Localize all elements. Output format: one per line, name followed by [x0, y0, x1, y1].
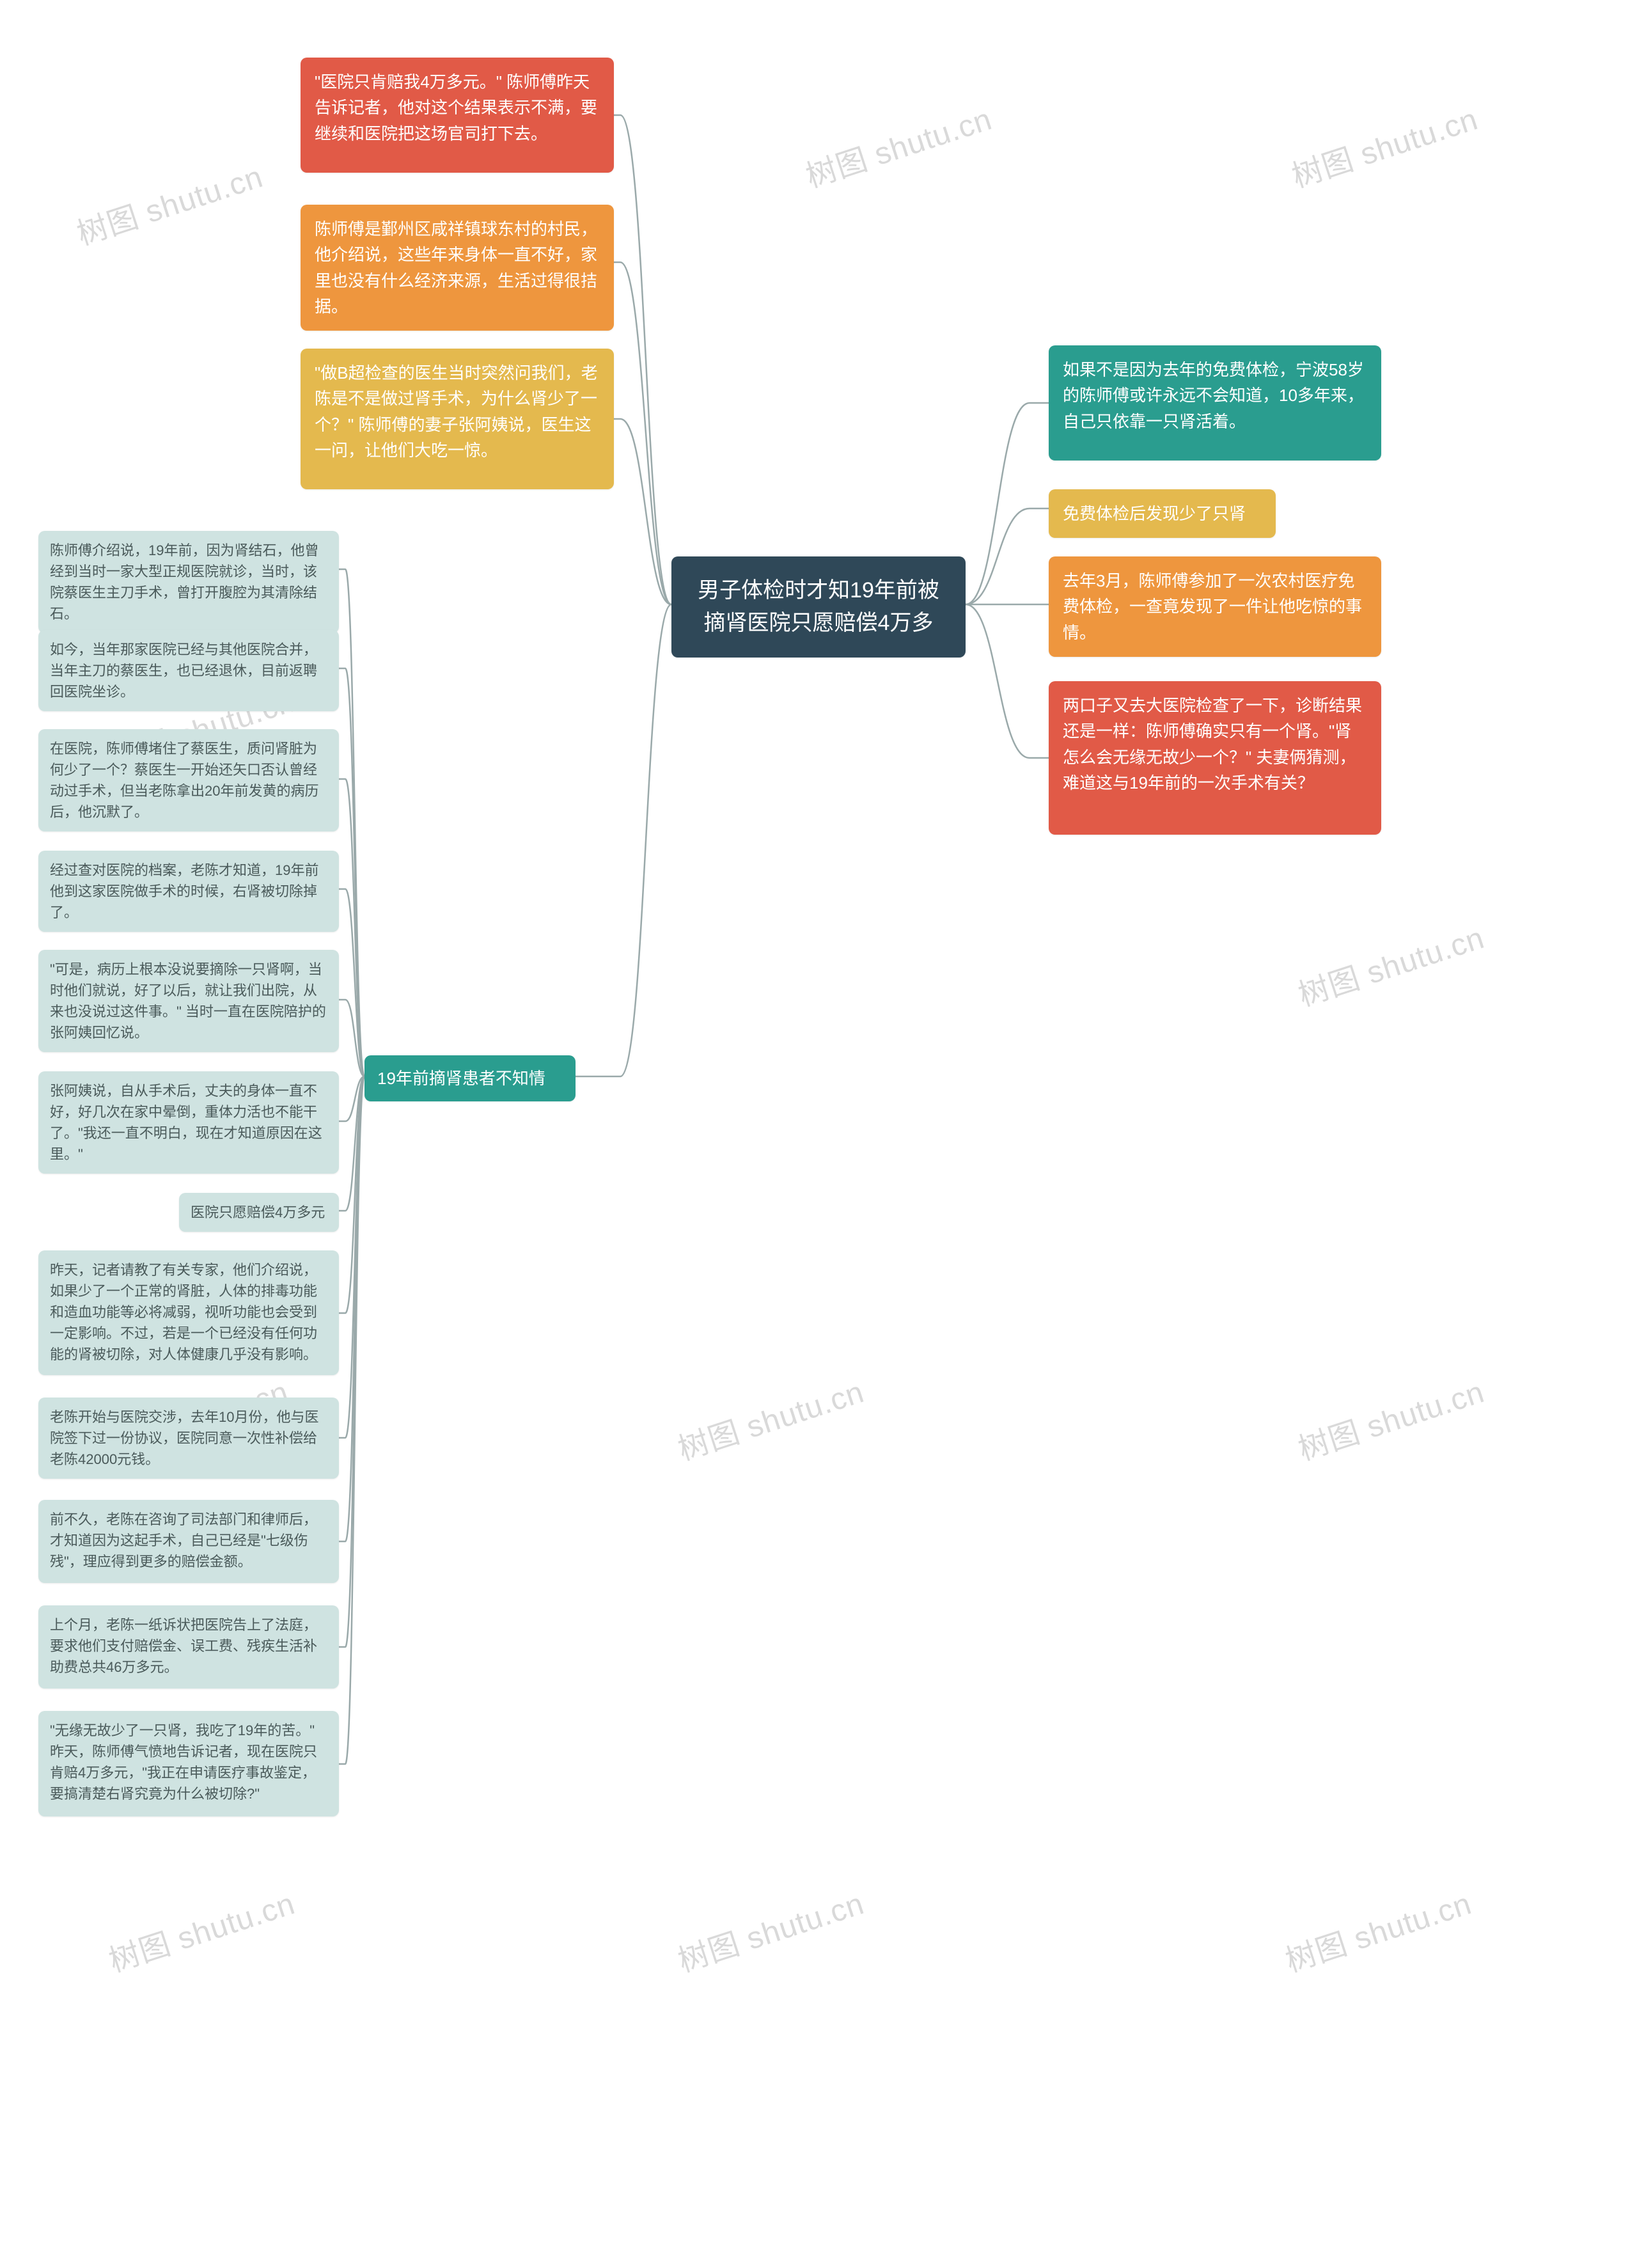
root-node: 男子体检时才知19年前被摘肾医院只愿赔偿4万多: [671, 556, 966, 658]
detail-node-12: "无缘无故少了一只肾，我吃了19年的苦。" 昨天，陈师傅气愤地告诉记者，现在医院…: [38, 1711, 339, 1816]
watermark: 树图 shutu.cn: [671, 1878, 869, 1981]
detail-node-2: 如今，当年那家医院已经与其他医院合并，当年主刀的蔡医生，也已经退休，目前返聘回医…: [38, 630, 339, 711]
watermark: 树图 shutu.cn: [102, 1878, 300, 1981]
upperleft-node-1: "医院只肯赔我4万多元。" 陈师傅昨天告诉记者，他对这个结果表示不满，要继续和医…: [301, 58, 614, 173]
right-node-1: 如果不是因为去年的免费体检，宁波58岁的陈师傅或许永远不会知道，10多年来，自己…: [1049, 345, 1381, 461]
watermark: 树图 shutu.cn: [70, 152, 268, 254]
right-node-4: 两口子又去大医院检查了一下，诊断结果还是一样：陈师傅确实只有一个肾。"肾怎么会无…: [1049, 681, 1381, 835]
detail-node-9: 老陈开始与医院交涉，去年10月份，他与医院签下过一份协议，医院同意一次性补偿给老…: [38, 1398, 339, 1479]
watermark: 树图 shutu.cn: [799, 94, 997, 196]
watermark: 树图 shutu.cn: [1285, 94, 1483, 196]
detail-node-8: 昨天，记者请教了有关专家，他们介绍说，如果少了一个正常的肾脏，人体的排毒功能和造…: [38, 1250, 339, 1375]
detail-node-10: 前不久，老陈在咨询了司法部门和律师后，才知道因为这起手术，自己已经是"七级伤残"…: [38, 1500, 339, 1583]
detail-node-3: 在医院，陈师傅堵住了蔡医生，质问肾脏为何少了一个？蔡医生一开始还矢口否认曾经动过…: [38, 729, 339, 831]
watermark: 树图 shutu.cn: [671, 1367, 869, 1469]
detail-node-7: 医院只愿赔偿4万多元: [179, 1193, 339, 1232]
upperleft-node-3: "做B超检查的医生当时突然问我们，老陈是不是做过肾手术，为什么肾少了一个？" 陈…: [301, 349, 614, 489]
detail-node-1: 陈师傅介绍说，19年前，因为肾结石，他曾经到当时一家大型正规医院就诊，当时，该院…: [38, 531, 339, 633]
section-node-19y: 19年前摘肾患者不知情: [364, 1055, 576, 1101]
detail-node-5: "可是，病历上根本没说要摘除一只肾啊，当时他们就说，好了以后，就让我们出院，从来…: [38, 950, 339, 1052]
right-node-2: 免费体检后发现少了只肾: [1049, 489, 1276, 538]
watermark: 树图 shutu.cn: [1292, 1367, 1489, 1469]
detail-node-11: 上个月，老陈一纸诉状把医院告上了法庭，要求他们支付赔偿金、误工费、残疾生活补助费…: [38, 1605, 339, 1689]
mindmap-canvas: 树图 shutu.cn 树图 shutu.cn 树图 shutu.cn 树图 shut…: [0, 0, 1637, 2268]
upperleft-node-2: 陈师傅是鄞州区咸祥镇球东村的村民，他介绍说，这些年来身体一直不好，家里也没有什么…: [301, 205, 614, 331]
watermark: 树图 shutu.cn: [1292, 913, 1489, 1015]
right-node-3: 去年3月，陈师傅参加了一次农村医疗免费体检，一查竟发现了一件让他吃惊的事情。: [1049, 556, 1381, 657]
detail-node-4: 经过查对医院的档案，老陈才知道，19年前他到这家医院做手术的时候，右肾被切除掉了…: [38, 851, 339, 932]
watermark: 树图 shutu.cn: [1279, 1878, 1476, 1981]
detail-node-6: 张阿姨说，自从手术后，丈夫的身体一直不好，好几次在家中晕倒，重体力活也不能干了。…: [38, 1071, 339, 1174]
